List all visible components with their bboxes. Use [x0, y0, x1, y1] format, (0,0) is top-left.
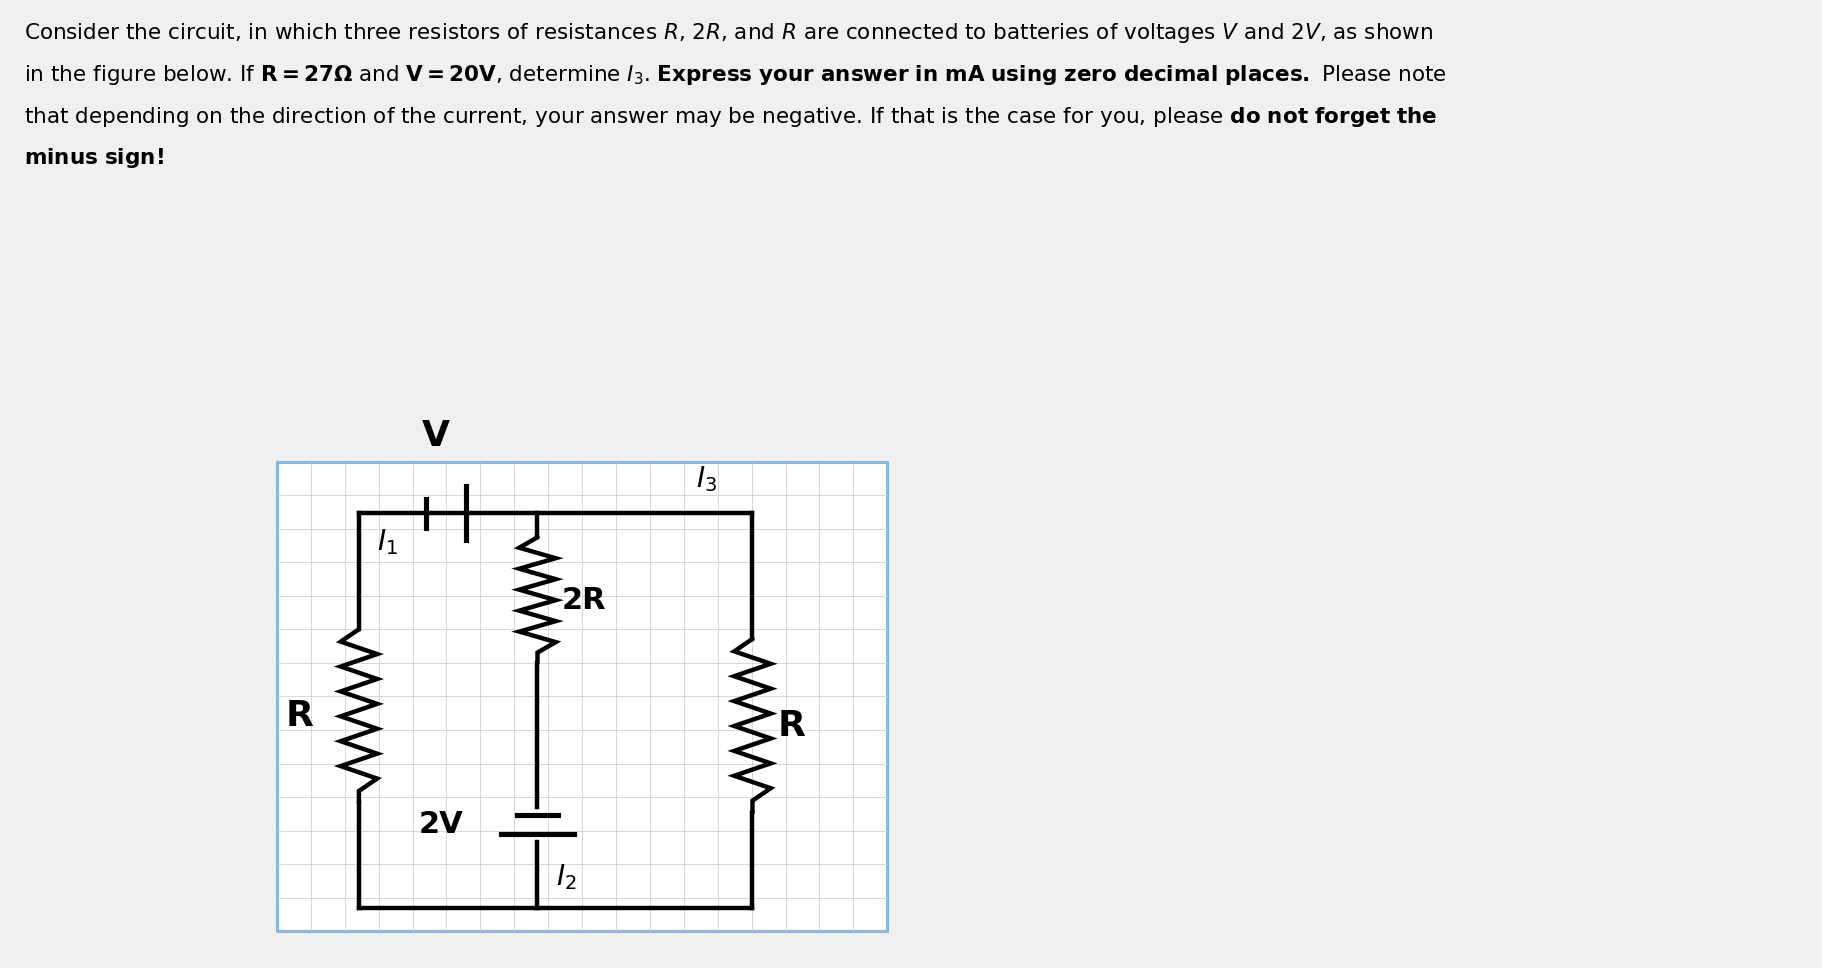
Text: $\mathit{I}_1$: $\mathit{I}_1$ [377, 527, 397, 557]
Text: R: R [286, 699, 313, 734]
Text: R: R [778, 709, 805, 743]
Text: 2R: 2R [561, 586, 605, 615]
Text: Consider the circuit, in which three resistors of resistances $\mathit{R}$, $\ma: Consider the circuit, in which three res… [24, 21, 1434, 45]
Text: in the figure below. If $\mathbf{R=27\Omega}$ and $\mathbf{V=20V}$, determine $\: in the figure below. If $\mathbf{R=27\Om… [24, 63, 1447, 87]
Text: that depending on the direction of the current, your answer may be negative. If : that depending on the direction of the c… [24, 105, 1438, 129]
Text: 2V: 2V [419, 810, 465, 839]
Text: $\mathit{I}_3$: $\mathit{I}_3$ [696, 464, 718, 494]
Text: $\mathbf{minus\ sign!}$: $\mathbf{minus\ sign!}$ [24, 146, 164, 170]
Text: $\mathit{I}_2$: $\mathit{I}_2$ [556, 862, 576, 892]
Text: V: V [421, 419, 450, 453]
